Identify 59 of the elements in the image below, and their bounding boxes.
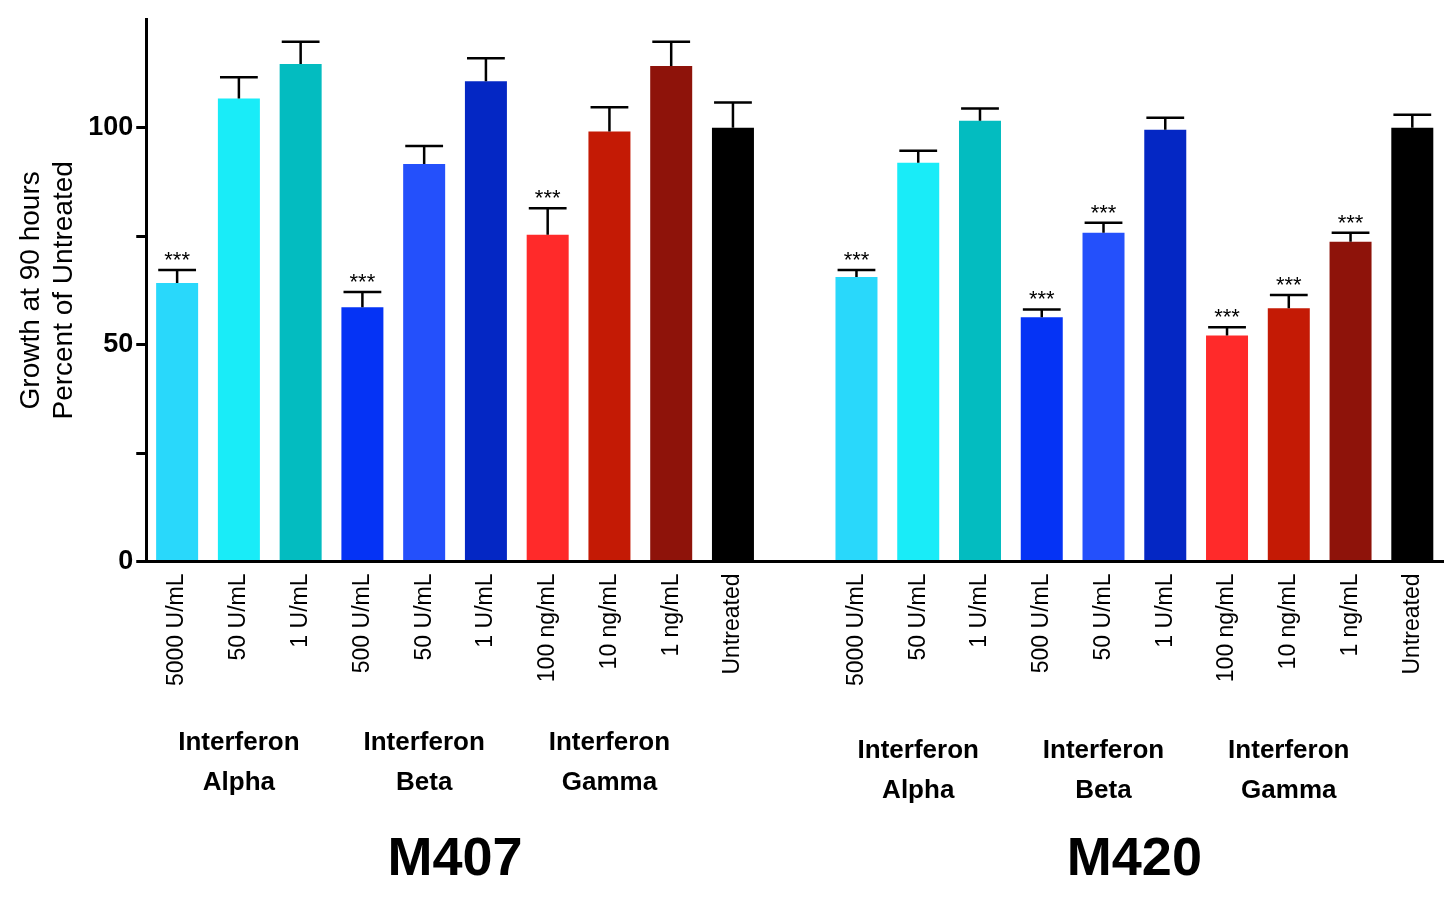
- bar: [1206, 335, 1249, 560]
- data-label: ***: [1090, 199, 1117, 225]
- y-tick-label: 100: [88, 111, 134, 142]
- x-tick-label: 1 U/mL: [471, 573, 498, 648]
- text: Interferon Alpha: [857, 734, 979, 804]
- bar: [1020, 317, 1063, 560]
- text: M407: [387, 826, 523, 886]
- x-tick-label: 500 U/mL: [1027, 573, 1054, 674]
- x-tick-label: 5000 U/mL: [841, 573, 868, 687]
- bar: [1144, 129, 1187, 560]
- bar: [403, 164, 446, 560]
- text: M420: [1066, 826, 1202, 886]
- x-tick-label: 500 U/mL: [347, 573, 374, 674]
- bar: [588, 131, 631, 560]
- y-tick-label: 0: [118, 544, 134, 575]
- text: Interferon Gamma: [548, 726, 671, 796]
- x-tick-label: 50 U/mL: [224, 573, 251, 661]
- data-label: ***: [1028, 286, 1056, 312]
- bar: [1082, 232, 1125, 560]
- x-tick-label: 1 ng/mL: [1335, 573, 1362, 657]
- text: Interferon Beta: [363, 726, 485, 796]
- text: Interferon Alpha: [178, 726, 300, 796]
- bar: [1329, 241, 1372, 560]
- data-label: ***: [1337, 209, 1364, 235]
- bar: [464, 81, 507, 560]
- text: Interferon Gamma: [1228, 734, 1350, 804]
- x-tick-label: 5000 U/mL: [162, 573, 189, 687]
- y-tick-label: 50: [103, 328, 134, 359]
- data-label: ***: [1275, 272, 1303, 298]
- bar: [156, 282, 199, 560]
- x-tick-label: 50 U/mL: [1088, 573, 1115, 661]
- x-tick-label: 10 ng/mL: [594, 573, 621, 670]
- bar: [897, 162, 940, 560]
- data-label: ***: [843, 247, 870, 273]
- bar: [341, 307, 384, 560]
- data-label: ***: [349, 269, 376, 295]
- x-tick-label: 100 ng/mL: [533, 573, 560, 683]
- x-tick-label: 50 U/mL: [409, 573, 436, 661]
- bar: [279, 63, 322, 560]
- x-tick-label: 1 U/mL: [285, 573, 312, 648]
- y-axis-title: Growth at 90 hours Percent of Untreated: [13, 161, 79, 420]
- bar: [217, 98, 260, 560]
- bar: [835, 276, 878, 560]
- bar: [959, 120, 1001, 560]
- x-tick-label: 1 ng/mL: [656, 573, 683, 657]
- text: Interferon Beta: [1042, 734, 1165, 804]
- x-tick-label: Untreated: [718, 573, 745, 675]
- data-label: ***: [1214, 304, 1241, 330]
- bar: [526, 234, 569, 560]
- x-tick-label: 100 ng/mL: [1212, 573, 1239, 683]
- x-tick-label: 50 U/mL: [903, 573, 930, 661]
- x-tick-label: 1 U/mL: [965, 573, 992, 648]
- data-label: ***: [534, 185, 561, 211]
- bar: [650, 66, 693, 560]
- x-tick-label: Untreated: [1397, 573, 1424, 675]
- bar: [1267, 308, 1310, 560]
- x-tick-label: 10 ng/mL: [1274, 573, 1301, 670]
- x-tick-label: 1 U/mL: [1150, 573, 1177, 648]
- data-label: ***: [164, 247, 191, 273]
